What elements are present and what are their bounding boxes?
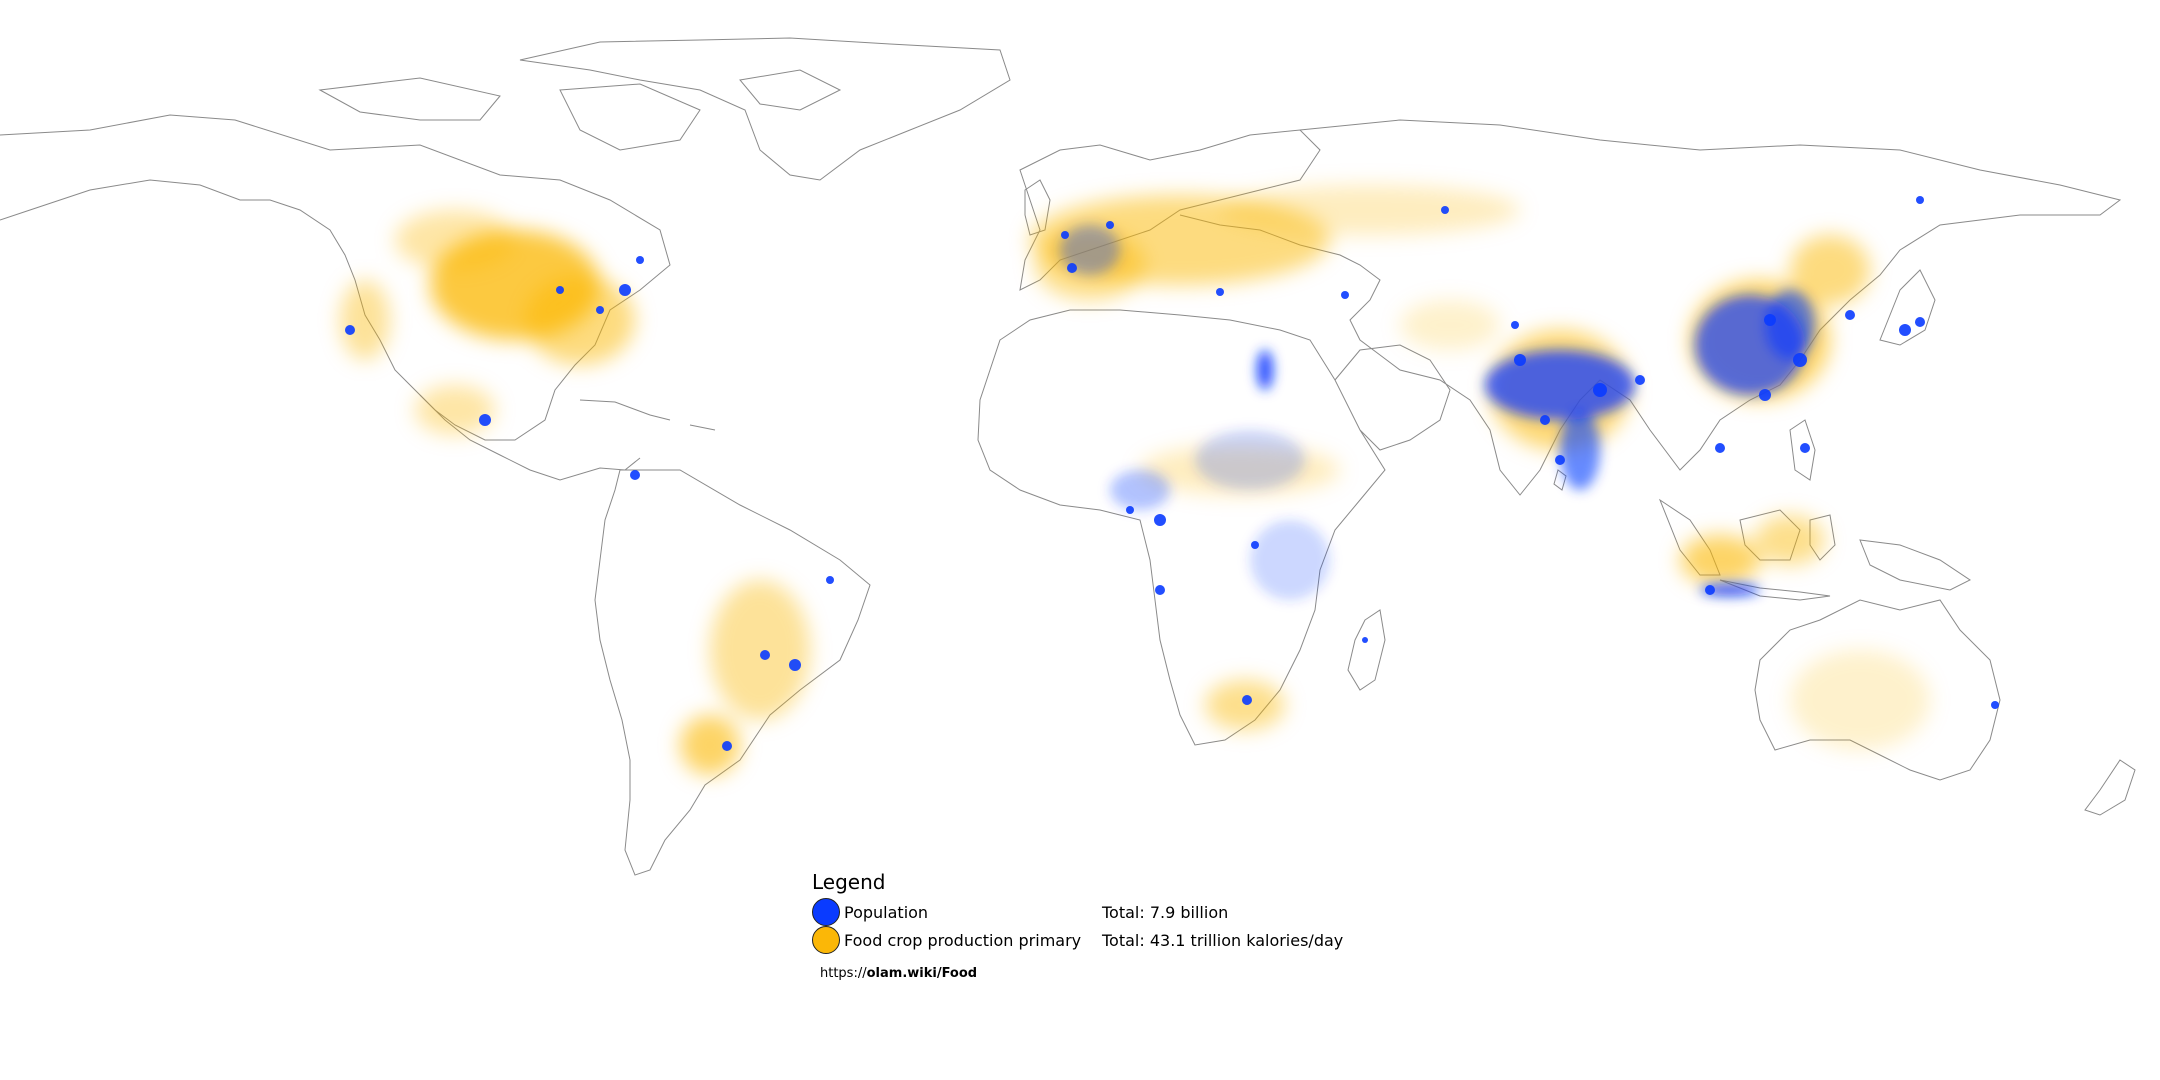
japan-outline: [1879, 269, 1936, 346]
arctic-islands-outline: [318, 69, 842, 151]
source-link-domain: olam.wiki/Food: [866, 966, 978, 981]
madagascar-outline: [1347, 609, 1386, 691]
caribbean-outline: [579, 399, 716, 431]
asia-outline: [1179, 119, 2122, 496]
legend-total-population: Total: 7.9 billion: [1102, 902, 1229, 922]
source-link-prefix: https://: [820, 966, 867, 981]
city-dots: [345, 196, 1999, 751]
land-outlines: [0, 37, 2136, 876]
legend-title: Legend: [812, 870, 886, 894]
north-america-outline: [0, 114, 671, 441]
population-swatch-icon: [812, 898, 840, 926]
population-layer: [345, 196, 1999, 751]
arabia-outline: [1334, 344, 1451, 451]
food-swatch-icon: [812, 926, 840, 954]
source-link[interactable]: https://olam.wiki/Food: [820, 966, 977, 981]
south-america-outline: [594, 469, 871, 876]
sri-lanka-outline: [1553, 469, 1567, 491]
philippines-outline: [1789, 419, 1816, 481]
legend-row-population: Population Total: 7.9 billion: [812, 898, 1343, 926]
legend-label-food: Food crop production primary: [844, 930, 1082, 950]
australia-outline: [1754, 599, 2001, 781]
legend-label-population: Population: [844, 902, 929, 922]
greenland-outline: [519, 37, 1011, 181]
new-zealand-outline: [2084, 759, 2136, 816]
legend-row-food: Food crop production primary Total: 43.1…: [812, 926, 1343, 954]
legend: Legend Population Total: 7.9 billion Foo…: [812, 870, 1343, 954]
africa-outline: [977, 309, 1386, 746]
legend-total-food: Total: 43.1 trillion kalories/day: [1102, 930, 1344, 950]
